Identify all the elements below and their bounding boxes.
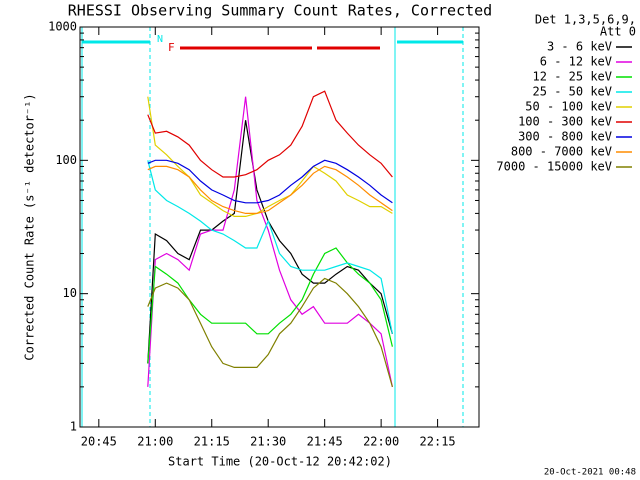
x-tick-label: 21:45 [307, 435, 343, 449]
legend-label: 12 - 25 keV [533, 70, 612, 84]
x-tick-label: 21:00 [137, 435, 173, 449]
legend-label: 7000 - 15000 keV [496, 160, 612, 174]
chart-title: RHESSI Observing Summary Count Rates, Co… [68, 2, 492, 20]
series-line [147, 160, 393, 334]
footer: 20-Oct-2021 00:48 [544, 468, 636, 478]
legend-label: 100 - 300 keV [518, 115, 612, 129]
plot-frame [79, 26, 480, 428]
y-tick-label: 10 [63, 286, 77, 300]
legend-label: 6 - 12 keV [540, 55, 612, 69]
legend-header: Att 0 [600, 25, 636, 39]
legend-label: 300 - 800 keV [518, 130, 612, 144]
series-line [147, 277, 393, 388]
series-line [147, 247, 393, 364]
series-line [147, 96, 393, 388]
y-tick-label: 1 [70, 420, 77, 434]
x-tick-label: 21:30 [250, 435, 286, 449]
legend-header: Det 1,3,5,6,9, [535, 13, 636, 27]
x-tick-label: 21:15 [194, 435, 230, 449]
legend-label: 25 - 50 keV [533, 85, 612, 99]
series-line [147, 120, 393, 364]
legend-label: 3 - 6 keV [547, 40, 612, 54]
x-tick-label: 20:45 [81, 435, 117, 449]
legend-label: 50 - 100 keV [525, 100, 612, 114]
series-line [147, 165, 393, 214]
flag-label: N [157, 34, 163, 45]
flag-label: F [168, 41, 175, 54]
x-tick-label: 22:15 [420, 435, 456, 449]
x-tick-label: 22:00 [363, 435, 399, 449]
x-axis-label: Start Time (20-Oct-12 20:42:02) [168, 455, 392, 469]
series-line [147, 90, 393, 178]
y-tick-label: 100 [55, 153, 77, 167]
series-line [147, 159, 393, 204]
y-tick-label: 1000 [48, 20, 77, 34]
series-line [147, 96, 393, 217]
legend-label: 800 - 7000 keV [511, 145, 612, 159]
y-axis-label: Corrected Count Rate (s⁻¹ detector⁻¹) [23, 93, 37, 360]
